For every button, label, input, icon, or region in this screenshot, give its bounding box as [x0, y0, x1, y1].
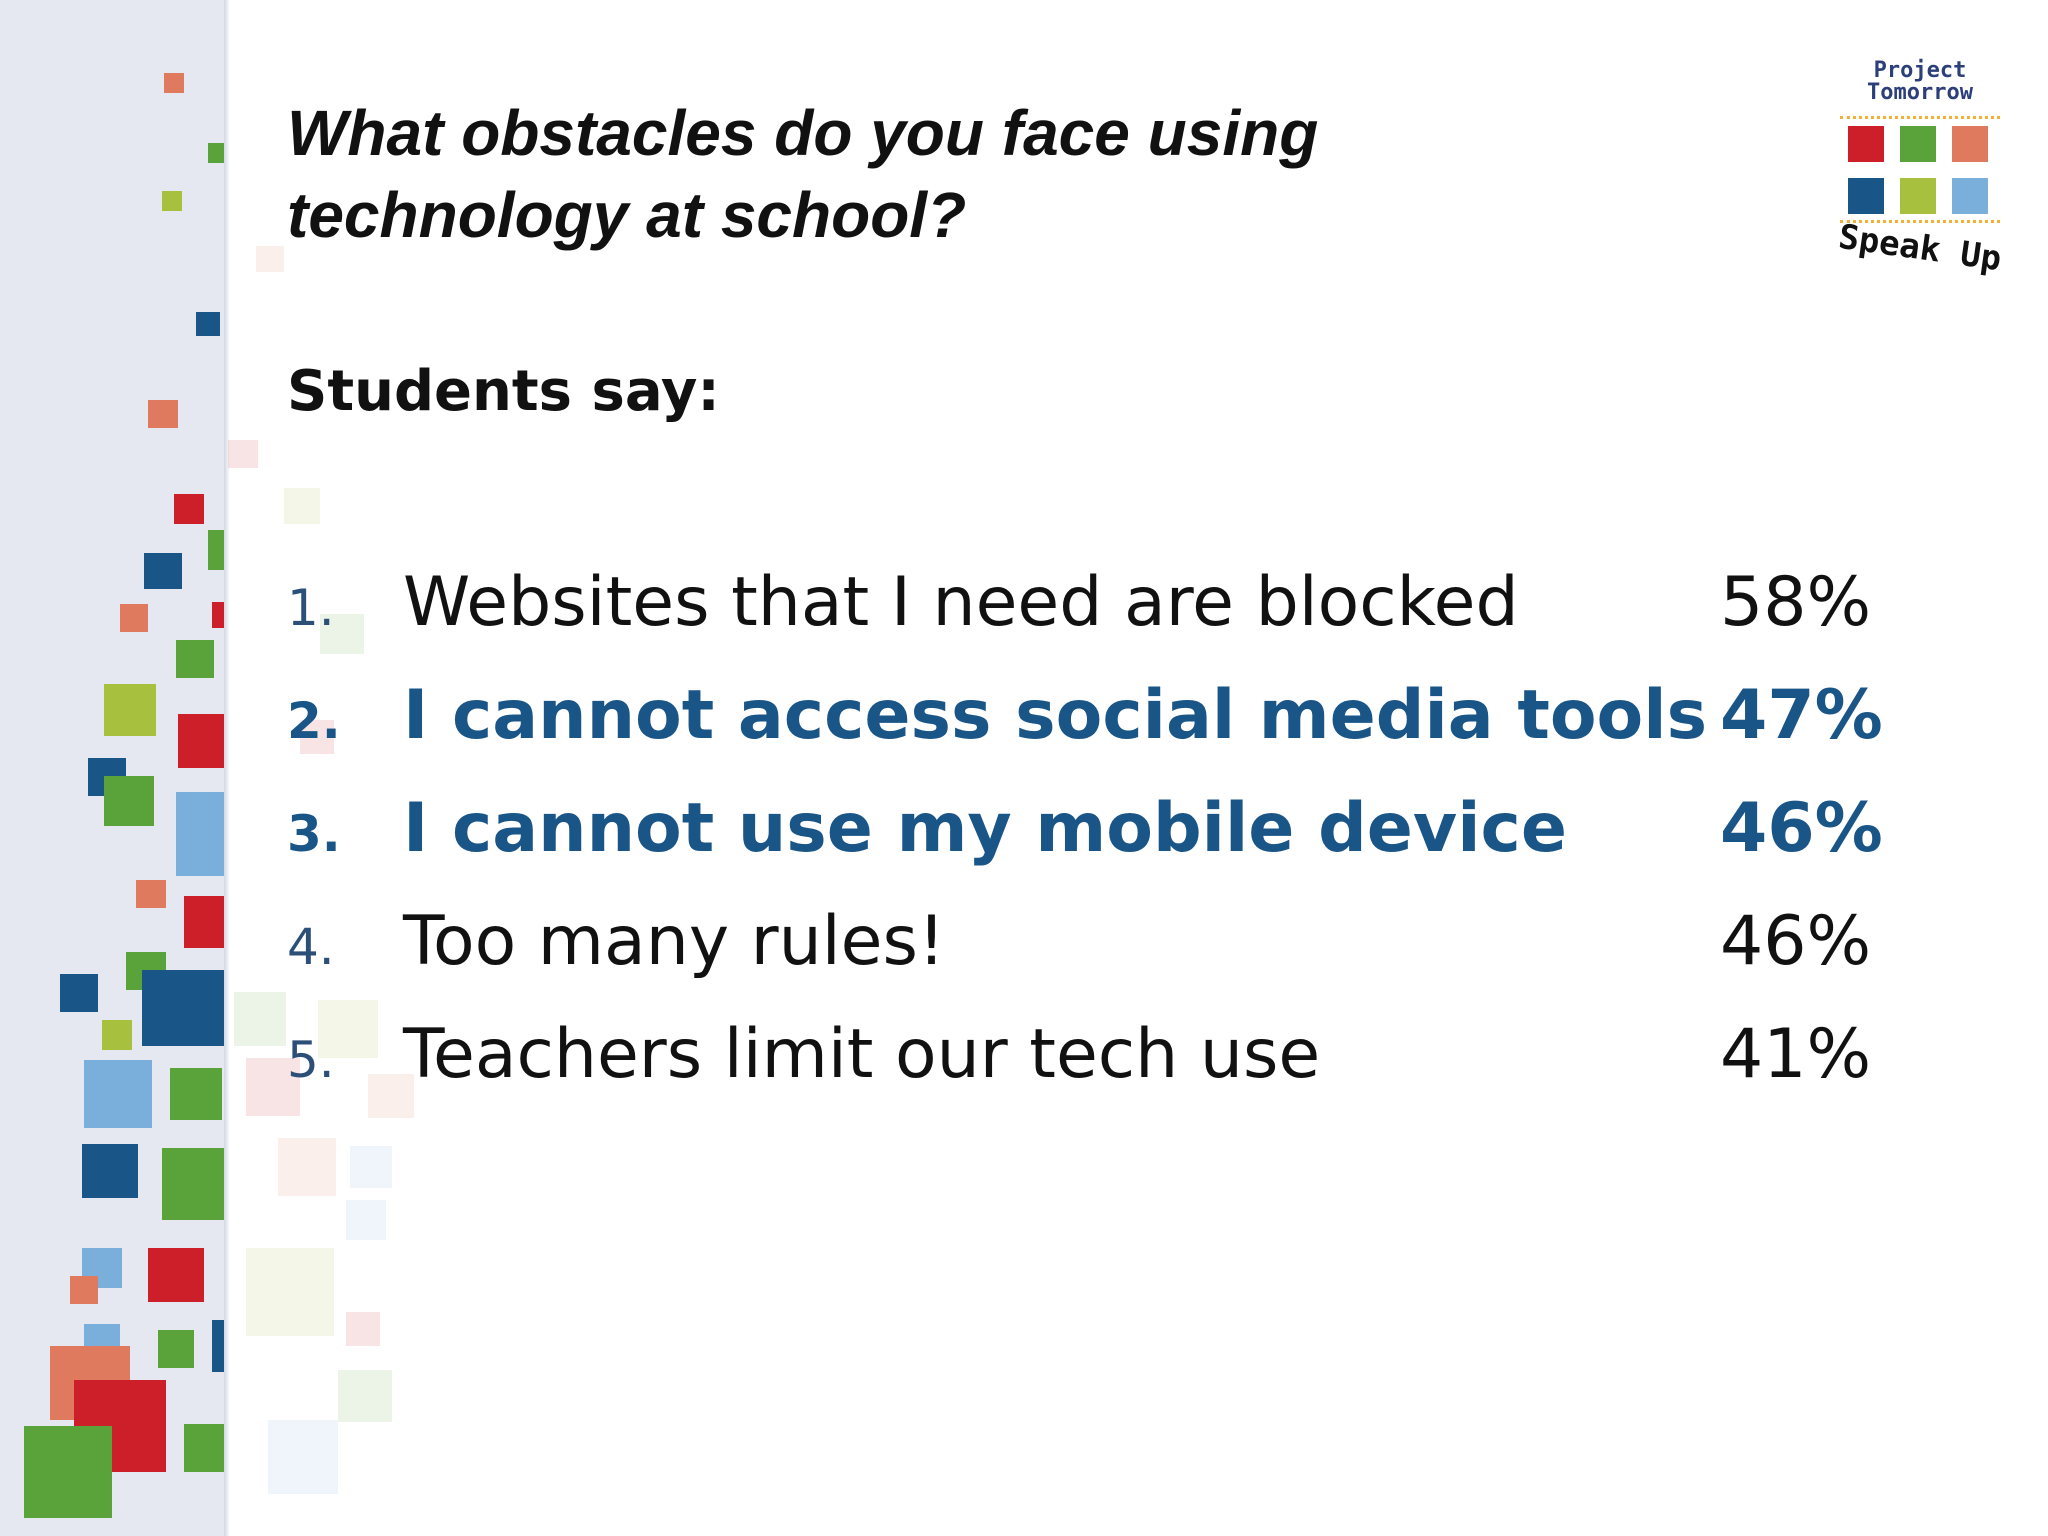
list-item: 1. Websites that I need are blocked 58% — [0, 548, 2048, 648]
faded-square — [318, 1000, 378, 1058]
decorative-square — [24, 1426, 112, 1518]
logo-square — [1848, 126, 1884, 162]
list-item-highlighted: 2. I cannot access social media tools 47… — [0, 661, 2048, 761]
item-label: I cannot access social media tools — [403, 676, 1708, 755]
faded-square — [284, 488, 320, 524]
decorative-square — [208, 143, 228, 163]
decorative-square — [142, 970, 224, 1046]
item-number: 2. — [287, 692, 341, 750]
project-tomorrow-speak-up-logo: Project Tomorrow Speak Up — [1830, 60, 2010, 290]
faded-square — [346, 1312, 380, 1346]
faded-square — [320, 614, 364, 654]
decorative-square — [164, 73, 184, 93]
item-percent: 46% — [1720, 789, 1883, 868]
decorative-square — [104, 684, 156, 736]
decorative-square — [84, 1060, 152, 1128]
item-label: Too many rules! — [403, 902, 946, 981]
item-percent: 41% — [1720, 1015, 1872, 1094]
faded-square — [246, 1058, 300, 1116]
decorative-square — [104, 776, 154, 826]
logo-dotted-line — [1840, 116, 2000, 119]
logo-square — [1900, 178, 1936, 214]
list-item: 4. Too many rules! 46% — [0, 887, 2048, 987]
decorative-square — [144, 553, 182, 589]
decorative-square — [158, 1330, 194, 1368]
item-percent: 47% — [1720, 676, 1883, 755]
decorative-square — [208, 530, 228, 570]
slide-subtitle: Students say: — [287, 359, 720, 424]
faded-square — [338, 1370, 392, 1422]
faded-square — [368, 1074, 414, 1118]
faded-square — [256, 246, 284, 272]
logo-dotted-line — [1840, 220, 2000, 223]
list-item: 5. Teachers limit our tech use 41% — [0, 1000, 2048, 1100]
item-number: 3. — [287, 805, 341, 863]
decorative-square — [70, 1276, 98, 1304]
decorative-square — [82, 1144, 138, 1198]
item-percent: 58% — [1720, 563, 1872, 642]
slide-title: What obstacles do you face using technol… — [287, 97, 1319, 251]
decorative-square — [162, 191, 182, 211]
faded-square — [350, 1146, 392, 1188]
logo-square — [1848, 178, 1884, 214]
logo-square — [1952, 126, 1988, 162]
logo-top-text: Project Tomorrow — [1867, 58, 1973, 105]
logo-bottom-text: Speak Up — [1836, 216, 2004, 280]
panel-edge — [224, 0, 230, 1536]
faded-square — [268, 1420, 338, 1494]
decorative-square — [196, 312, 220, 336]
faded-square — [346, 1200, 386, 1240]
item-label: Teachers limit our tech use — [403, 1015, 1321, 1094]
faded-square — [228, 440, 258, 468]
decorative-square — [174, 494, 204, 524]
list-item-highlighted: 3. I cannot use my mobile device 46% — [0, 774, 2048, 874]
logo-square — [1900, 126, 1936, 162]
faded-square — [300, 720, 334, 754]
decorative-square — [170, 1068, 222, 1120]
decorative-square — [178, 714, 228, 768]
faded-square — [246, 1248, 334, 1336]
decorative-square — [176, 792, 228, 876]
item-number: 1. — [287, 579, 335, 637]
logo-square — [1952, 178, 1988, 214]
decorative-square — [176, 640, 214, 678]
item-label: Websites that I need are blocked — [403, 563, 1519, 642]
item-number: 5. — [287, 1031, 335, 1089]
decorative-square — [136, 880, 166, 908]
decorative-square — [162, 1148, 226, 1220]
decorative-square — [148, 1248, 204, 1302]
decorative-square — [102, 1020, 132, 1050]
decorative-square — [148, 400, 178, 428]
faded-square — [278, 1138, 336, 1196]
item-label: I cannot use my mobile device — [403, 789, 1567, 868]
item-percent: 46% — [1720, 902, 1872, 981]
decorative-square — [60, 974, 98, 1012]
faded-square — [234, 992, 286, 1046]
decorative-square — [184, 1424, 228, 1472]
decorative-square — [184, 896, 228, 948]
decorative-squares-panel — [0, 0, 228, 1536]
decorative-square — [120, 604, 148, 632]
item-number: 4. — [287, 918, 335, 976]
